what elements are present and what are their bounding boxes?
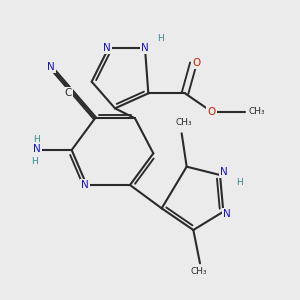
Text: N: N (220, 167, 228, 177)
Text: H: H (158, 34, 164, 43)
Text: O: O (193, 58, 201, 68)
Text: CH₃: CH₃ (175, 118, 192, 127)
Text: C: C (64, 88, 72, 98)
Text: N: N (47, 62, 55, 72)
Text: N: N (81, 180, 89, 190)
Text: N: N (141, 43, 149, 53)
Text: H: H (33, 135, 39, 144)
Text: N: N (224, 209, 231, 219)
Text: CH₃: CH₃ (249, 107, 266, 116)
Text: CH₃: CH₃ (190, 267, 207, 276)
Text: O: O (208, 107, 216, 117)
Text: N: N (103, 43, 110, 53)
Text: H: H (32, 157, 38, 166)
Text: H: H (236, 178, 243, 187)
Text: N: N (33, 144, 41, 154)
